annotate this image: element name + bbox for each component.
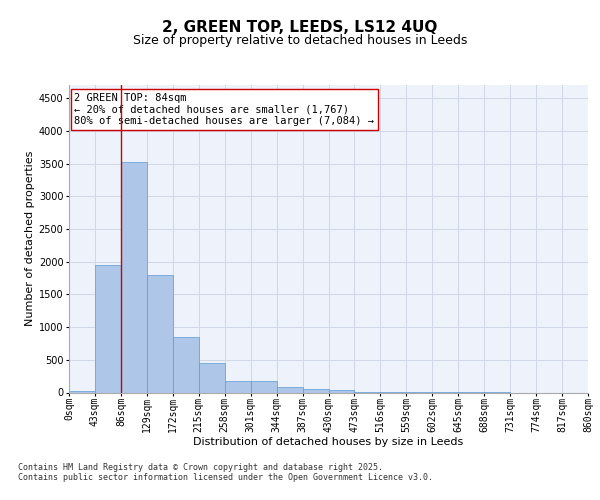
X-axis label: Distribution of detached houses by size in Leeds: Distribution of detached houses by size … bbox=[193, 438, 464, 448]
Bar bbox=[225, 381, 251, 392]
Bar bbox=[147, 274, 173, 392]
Bar bbox=[121, 162, 147, 392]
Text: 2, GREEN TOP, LEEDS, LS12 4UQ: 2, GREEN TOP, LEEDS, LS12 4UQ bbox=[163, 20, 437, 35]
Bar bbox=[173, 337, 199, 392]
Y-axis label: Number of detached properties: Number of detached properties bbox=[25, 151, 35, 326]
Bar bbox=[329, 390, 355, 392]
Text: 2 GREEN TOP: 84sqm
← 20% of detached houses are smaller (1,767)
80% of semi-deta: 2 GREEN TOP: 84sqm ← 20% of detached hou… bbox=[74, 93, 374, 126]
Bar bbox=[277, 386, 302, 392]
Text: Contains HM Land Registry data © Crown copyright and database right 2025.
Contai: Contains HM Land Registry data © Crown c… bbox=[18, 462, 433, 482]
Bar bbox=[69, 390, 95, 392]
Text: Size of property relative to detached houses in Leeds: Size of property relative to detached ho… bbox=[133, 34, 467, 47]
Bar bbox=[95, 265, 121, 392]
Bar bbox=[251, 381, 277, 392]
Bar bbox=[199, 363, 224, 392]
Bar bbox=[302, 389, 329, 392]
